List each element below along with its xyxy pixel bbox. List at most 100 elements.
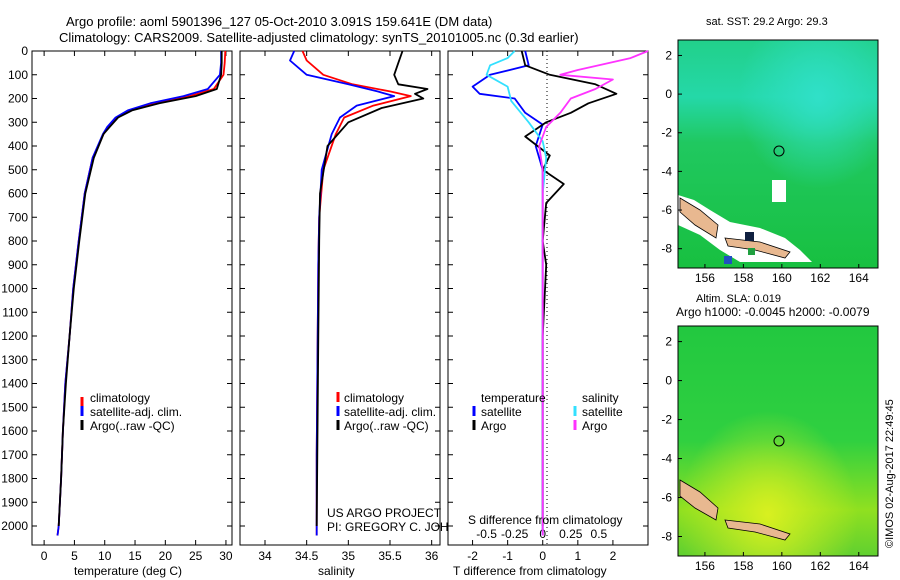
map-x-tick-label: 160 xyxy=(772,271,792,285)
sla-map-subtitle: Argo h1000: -0.0045 h2000: -0.0079 xyxy=(676,305,870,319)
y-tick-label: 1300 xyxy=(1,353,28,367)
imos-credit: ©IMOS 02-Aug-2017 22:49:45 xyxy=(884,399,896,548)
x-tick-label: 20 xyxy=(159,549,173,563)
y-tick-label: 800 xyxy=(8,234,28,248)
legend-satellite-adj-s: satellite-adj. clim. xyxy=(344,405,436,419)
x-tick-label: 10 xyxy=(98,549,112,563)
salinity-legend: climatology satellite-adj. clim. Argo(..… xyxy=(336,391,436,433)
sla-island xyxy=(679,479,719,521)
map-y-tick-label: -4 xyxy=(661,452,672,466)
series-line xyxy=(520,50,618,526)
x-tick-label: -1 xyxy=(502,549,513,563)
legend-climatology: climatology xyxy=(90,391,150,405)
y-tick-label: 2000 xyxy=(1,519,28,533)
sst-island xyxy=(724,237,791,259)
y-tick-label: 1600 xyxy=(1,424,28,438)
legend-s-satellite: satellite xyxy=(582,405,623,419)
map-y-tick-label: -8 xyxy=(661,530,672,544)
x-tick-label: 0 xyxy=(41,549,48,563)
sst-float-marker xyxy=(773,145,785,157)
legend-salinity-title: salinity xyxy=(582,391,619,405)
x-tick-label: 36 xyxy=(425,549,439,563)
x-tick-label-salinity: -0.5 xyxy=(476,527,497,541)
map-y-tick-label: 0 xyxy=(665,87,672,101)
x-tick-label: 34.5 xyxy=(295,549,319,563)
y-tick-label: 1900 xyxy=(1,495,28,509)
x-tick-label-salinity: -0.25 xyxy=(501,527,529,541)
x-tick-label: 2 xyxy=(610,549,617,563)
x-tick-label-salinity: 0.5 xyxy=(591,527,608,541)
x-tick-label: 0 xyxy=(539,549,546,563)
map-y-tick-label: -8 xyxy=(661,242,672,256)
y-tick-label: 700 xyxy=(8,210,28,224)
y-tick-label: 1000 xyxy=(1,282,28,296)
y-tick-label: 200 xyxy=(8,92,28,106)
map-y-tick-label: -2 xyxy=(661,126,672,140)
title-line2: Climatology: CARS2009. Satellite-adjuste… xyxy=(59,30,579,45)
sla-float-marker xyxy=(773,435,785,447)
legend-argo: Argo(..raw -QC) xyxy=(90,419,175,433)
x-tick-label: -2 xyxy=(467,549,478,563)
sla-map-title: Altim. SLA: 0.019 xyxy=(696,293,781,305)
temperature-panel: 0100200300400500600700800900100011001200… xyxy=(1,44,233,578)
legend-climatology-s: climatology xyxy=(344,391,404,405)
sst-island xyxy=(679,197,719,239)
map-y-tick-label: -6 xyxy=(661,203,672,217)
map-y-tick-label: -2 xyxy=(661,413,672,427)
y-tick-label: 1500 xyxy=(1,400,28,414)
map-y-tick-label: 2 xyxy=(665,48,672,62)
difference-panel: -2 -1 0 1 2-0.5 -0.25 0 0.25 0.5 temperature sat… xyxy=(447,50,649,578)
x-tick-label: 1 xyxy=(574,549,581,563)
legend-t-satellite: satellite xyxy=(481,405,522,419)
series-line xyxy=(57,51,223,527)
map-x-tick-label: 158 xyxy=(733,559,753,573)
series-line xyxy=(538,50,649,536)
legend-t-argo: Argo xyxy=(481,419,507,433)
y-tick-label: 900 xyxy=(8,258,28,272)
map-x-tick-label: 156 xyxy=(695,271,715,285)
legend-s-argo: Argo xyxy=(582,419,608,433)
map-x-tick-label: 156 xyxy=(695,559,715,573)
map-x-tick-label: 158 xyxy=(733,271,753,285)
x-tick-label: 30 xyxy=(219,549,233,563)
series-line xyxy=(315,50,429,527)
y-tick-label: 1200 xyxy=(1,329,28,343)
temperature-xlabel: temperature (deg C) xyxy=(74,564,182,578)
map-x-tick-label: 164 xyxy=(849,271,869,285)
legend-temperature-title: temperature xyxy=(481,391,546,405)
y-tick-label: 500 xyxy=(8,163,28,177)
legend-argo-s: Argo(..raw -QC) xyxy=(344,419,429,433)
sla-map: Altim. SLA: 0.019 Argo h1000: -0.0045 h2… xyxy=(661,293,879,573)
map-x-tick-label: 160 xyxy=(772,559,792,573)
sla-island xyxy=(724,519,791,541)
sst-map: sat. SST: 29.2 Argo: 29.3 156 158 160 162 16… xyxy=(661,16,879,285)
salinity-panel: 34 34.5 35 35.5 36 climatology satellite-adj… xyxy=(239,50,483,578)
map-x-tick-label: 162 xyxy=(810,271,830,285)
map-y-tick-label: -4 xyxy=(661,164,672,178)
x-tick-label: 25 xyxy=(189,549,203,563)
pi-annotation: PI: GREGORY C. JOHNSON xyxy=(327,520,483,534)
y-tick-label: 1100 xyxy=(2,305,28,319)
sst-map-title: sat. SST: 29.2 Argo: 29.3 xyxy=(706,16,828,28)
map-x-tick-label: 164 xyxy=(849,559,869,573)
y-tick-label: 600 xyxy=(8,187,28,201)
title-line1: Argo profile: aoml 5901396_127 05-Oct-20… xyxy=(66,14,492,29)
salinity-xlabel: salinity xyxy=(318,564,355,578)
temperature-diff-xlabel: T difference from climatology xyxy=(453,564,607,578)
x-tick-label: 15 xyxy=(128,549,142,563)
y-tick-label: 1800 xyxy=(1,472,28,486)
y-tick-label: 300 xyxy=(8,115,28,129)
y-tick-label: 0 xyxy=(21,44,28,58)
sst-coastline-landmass xyxy=(678,195,812,262)
temperature-legend: climatology satellite-adj. clim. Argo(..… xyxy=(80,391,182,433)
x-tick-label: 35.5 xyxy=(378,549,402,563)
legend-satellite-adj: satellite-adj. clim. xyxy=(90,405,182,419)
y-tick-label: 100 xyxy=(8,68,28,82)
map-y-tick-label: 2 xyxy=(665,335,672,349)
x-tick-label-salinity: 0.25 xyxy=(559,527,583,541)
y-tick-label: 400 xyxy=(8,139,28,153)
map-y-tick-label: -6 xyxy=(661,491,672,505)
x-tick-label: 34 xyxy=(258,549,272,563)
salinity-diff-xlabel: S difference from climatology xyxy=(468,513,623,527)
